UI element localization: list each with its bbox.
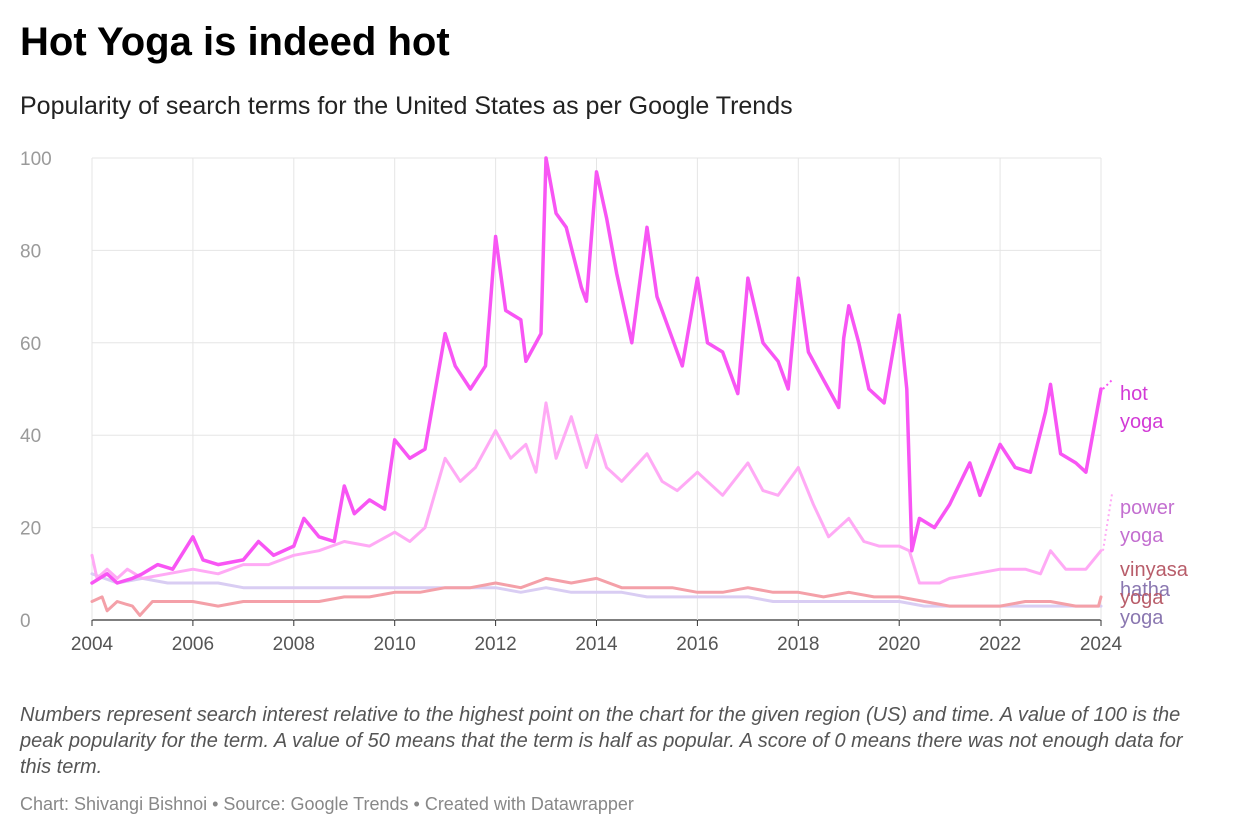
series-label: yoga — [1120, 525, 1164, 547]
y-tick-label: 0 — [20, 611, 31, 632]
y-tick-label: 20 — [20, 519, 41, 540]
x-tick-label: 2018 — [777, 634, 819, 655]
line-chart: 0 20 40 60 80 100 2004 2006 2008 2010 2012 2014 2016… — [20, 149, 1189, 655]
series-line-vinyasa-yoga — [90, 576, 1103, 617]
y-tick-label: 60 — [20, 334, 41, 355]
chart-series — [90, 156, 1103, 617]
series-label: power — [1120, 497, 1175, 519]
chart-notes: Numbers represent search interest relati… — [20, 704, 1183, 778]
x-tick-label: 2014 — [575, 634, 618, 655]
x-tick-label: 2012 — [474, 634, 516, 655]
x-tick-label: 2024 — [1080, 634, 1123, 655]
series-label: vinyasa — [1120, 559, 1189, 581]
y-tick-label: 100 — [20, 149, 52, 170]
y-tick-label: 80 — [20, 241, 41, 262]
label-connector — [1102, 379, 1113, 390]
series-label: hatha — [1120, 579, 1171, 601]
x-tick-label: 2004 — [71, 634, 114, 655]
x-tick-label: 2020 — [878, 634, 920, 655]
x-tick-label: 2022 — [979, 634, 1021, 655]
chart-subtitle: Popularity of search terms for the Unite… — [20, 92, 793, 120]
x-tick-label: 2016 — [676, 634, 718, 655]
series-line-hatha-yoga — [90, 572, 1103, 608]
label-connector — [1102, 493, 1113, 551]
chart-title: Hot Yoga is indeed hot — [20, 20, 450, 64]
chart-grid: 0 20 40 60 80 100 2004 2006 2008 2010 2012 2014 2016… — [20, 149, 1123, 655]
series-label: yoga — [1120, 607, 1164, 629]
series-line-hot-yoga — [90, 156, 1103, 585]
x-tick-label: 2006 — [172, 634, 214, 655]
chart-byline: Chart: Shivangi Bishnoi • Source: Google… — [20, 794, 634, 814]
x-tick-label: 2008 — [273, 634, 315, 655]
y-tick-label: 40 — [20, 426, 41, 447]
series-label: yoga — [1120, 587, 1164, 609]
x-tick-label: 2010 — [374, 634, 416, 655]
series-label: yoga — [1120, 411, 1164, 433]
series-label: hot — [1120, 383, 1148, 405]
series-line-power-yoga — [90, 401, 1103, 585]
